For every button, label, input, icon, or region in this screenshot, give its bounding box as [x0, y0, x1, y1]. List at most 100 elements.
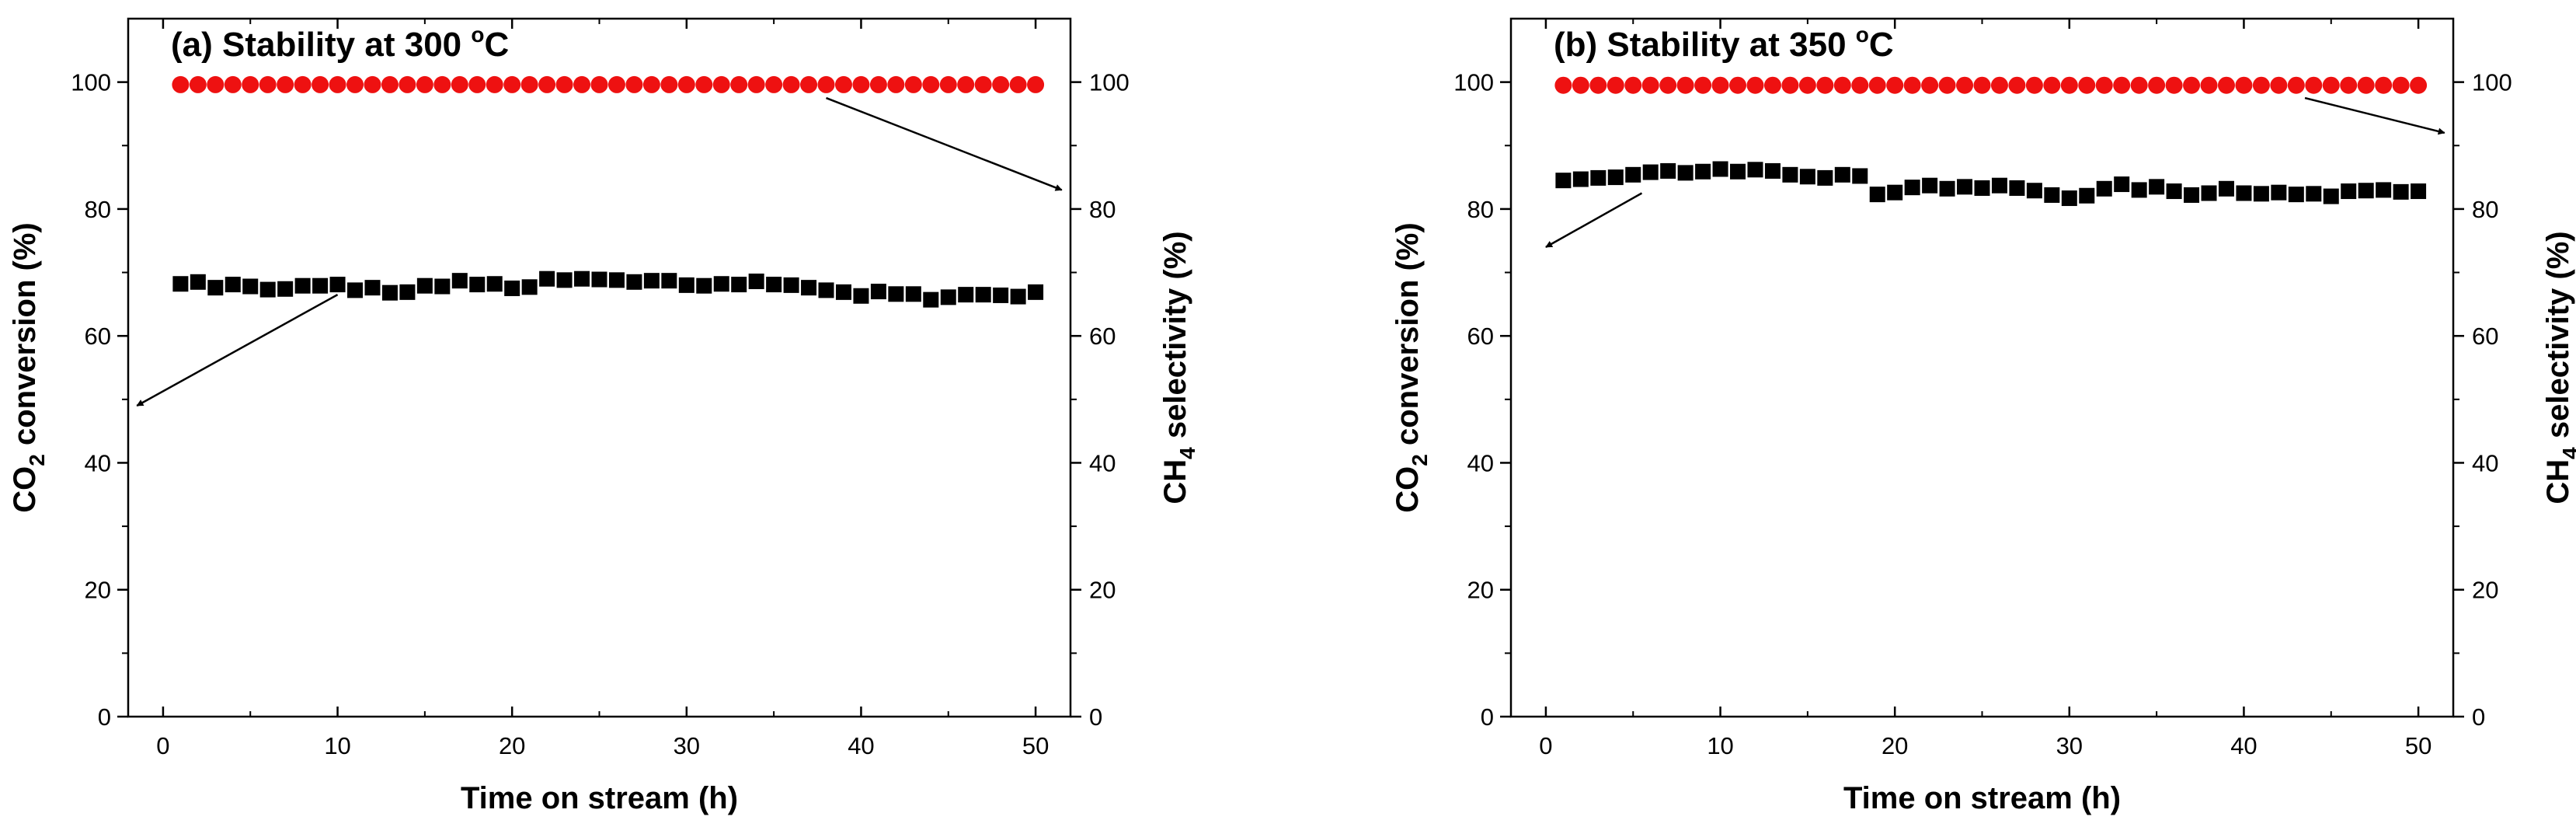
- y-right-tick-label: 0: [2472, 703, 2485, 731]
- co2-conversion-point: [1991, 177, 2007, 194]
- co2-conversion-point: [958, 287, 974, 303]
- co2-conversion-point: [1010, 288, 1026, 305]
- co2-conversion-point: [2271, 184, 2287, 201]
- y-left-tick-label: 0: [1481, 703, 1494, 731]
- co2-conversion-point: [975, 287, 991, 303]
- y-left-tick-label: 60: [85, 323, 111, 350]
- co2-conversion-point: [1869, 187, 1885, 203]
- co2-conversion-point: [2166, 183, 2182, 200]
- co2-conversion-point: [2288, 187, 2304, 203]
- ch4-selectivity-point: [904, 75, 922, 93]
- co2-conversion-point: [1590, 169, 1607, 186]
- co2-conversion-point: [2131, 182, 2147, 198]
- ch4-selectivity-point: [172, 75, 190, 93]
- ch4-selectivity-point: [2078, 76, 2096, 94]
- arrow-to-left-axis: [1545, 192, 1643, 248]
- co2-conversion-point: [1028, 284, 1044, 300]
- y-left-title-post: conversion (%): [1391, 222, 1425, 454]
- ch4-selectivity-point: [242, 75, 259, 93]
- x-tick-label: 20: [499, 732, 525, 759]
- ch4-selectivity-point: [1554, 76, 1572, 94]
- co2-conversion-point: [2341, 183, 2357, 200]
- ch4-selectivity-point: [2200, 76, 2218, 94]
- co2-conversion-point: [1572, 171, 1589, 187]
- ch4-selectivity-point: [2340, 76, 2358, 94]
- co2-conversion-point: [416, 277, 433, 294]
- ch4-selectivity-point: [329, 75, 346, 93]
- ch4-selectivity-point: [1694, 76, 1712, 94]
- co2-conversion-point: [225, 277, 241, 293]
- ch4-selectivity-point: [1973, 76, 1991, 94]
- panel-b-chart: 0 10 20 30 40 50 0 0 20 20 40 40 60 60 80 80 100 100 (b) S…: [1391, 17, 2576, 815]
- ch4-selectivity-point: [590, 75, 608, 93]
- co2-conversion-point: [451, 273, 468, 289]
- x-tick-label: 50: [2405, 732, 2432, 759]
- co2-conversion-point: [277, 281, 294, 297]
- y-left-axis-title: CO2 conversion (%): [8, 222, 49, 512]
- ch4-selectivity-point: [1624, 76, 1642, 94]
- y-right-title-sub: 4: [1175, 447, 1199, 459]
- ch4-selectivity-point: [312, 75, 329, 93]
- ch4-selectivity-point: [2375, 76, 2393, 94]
- ch4-selectivity-point: [1868, 76, 1886, 94]
- ch4-selectivity-point: [2270, 76, 2288, 94]
- ch4-selectivity-point: [2095, 76, 2113, 94]
- ch4-selectivity-point: [1027, 75, 1045, 93]
- ch4-selectivity-point: [1711, 76, 1729, 94]
- co2-conversion-point: [399, 284, 416, 300]
- x-axis-title: Time on stream (h): [1843, 781, 2121, 815]
- ch4-selectivity-point: [2235, 76, 2253, 94]
- ch4-selectivity-point: [381, 75, 399, 93]
- ch4-selectivity-point: [207, 75, 225, 93]
- ch4-selectivity-point: [887, 75, 905, 93]
- co2-conversion-point: [1677, 165, 1694, 181]
- ch4-selectivity-point: [730, 75, 748, 93]
- ch4-selectivity-point: [2183, 76, 2201, 94]
- ch4-selectivity-point: [1781, 76, 1799, 94]
- x-tick-label: 20: [1882, 732, 1908, 759]
- ch4-selectivity-point: [695, 75, 713, 93]
- co2-conversion-point: [626, 274, 642, 290]
- co2-conversion-point: [1817, 169, 1833, 186]
- ch4-selectivity-point: [957, 75, 975, 93]
- co2-conversion-point: [294, 277, 311, 294]
- ch4-selectivity-point: [1763, 76, 1781, 94]
- y-right-title-pre: CH: [2541, 459, 2575, 504]
- panel-title-main: (b) Stability at 350: [1554, 26, 1856, 64]
- ch4-selectivity-point: [1956, 76, 1974, 94]
- co2-conversion-point: [748, 273, 764, 289]
- co2-conversion-point: [2218, 180, 2234, 197]
- ch4-selectivity-point: [712, 75, 730, 93]
- ch4-selectivity-point: [625, 75, 643, 93]
- ch4-selectivity-point: [2025, 76, 2043, 94]
- co2-conversion-point: [2358, 183, 2374, 199]
- panel-title-unit: C: [484, 26, 509, 64]
- y-left-tick-label: 80: [1467, 196, 1494, 223]
- y-left-tick-label: 20: [1467, 577, 1494, 604]
- co2-conversion-point: [696, 277, 712, 294]
- y-left-tick-label: 20: [85, 577, 111, 604]
- ch4-selectivity-point: [277, 75, 294, 93]
- x-axis-title: Time on stream (h): [461, 781, 738, 815]
- x-tick-label: 0: [1539, 732, 1552, 759]
- ch4-selectivity-point: [2357, 76, 2375, 94]
- ch4-selectivity-point: [486, 75, 503, 93]
- ch4-selectivity-point: [1589, 76, 1607, 94]
- ch4-selectivity-point: [2287, 76, 2305, 94]
- y-right-tick-label: 60: [1089, 323, 1116, 350]
- ch4-selectivity-point: [2410, 76, 2428, 94]
- ch4-selectivity-point: [677, 75, 695, 93]
- co2-conversion-point: [1957, 179, 1973, 195]
- ch4-selectivity-point: [939, 75, 957, 93]
- co2-conversion-point: [661, 273, 677, 289]
- ch4-selectivity-point: [416, 75, 433, 93]
- ch4-selectivity-point: [451, 75, 468, 93]
- ch4-selectivity-point: [364, 75, 381, 93]
- ch4-selectivity-point: [224, 75, 242, 93]
- co2-conversion-point: [2411, 183, 2427, 200]
- y-right-tick-label: 80: [2472, 196, 2498, 223]
- co2-conversion-point: [1904, 180, 1920, 196]
- co2-conversion-point: [556, 272, 573, 288]
- co2-conversion-point: [1887, 184, 1903, 201]
- co2-conversion-point: [469, 277, 486, 293]
